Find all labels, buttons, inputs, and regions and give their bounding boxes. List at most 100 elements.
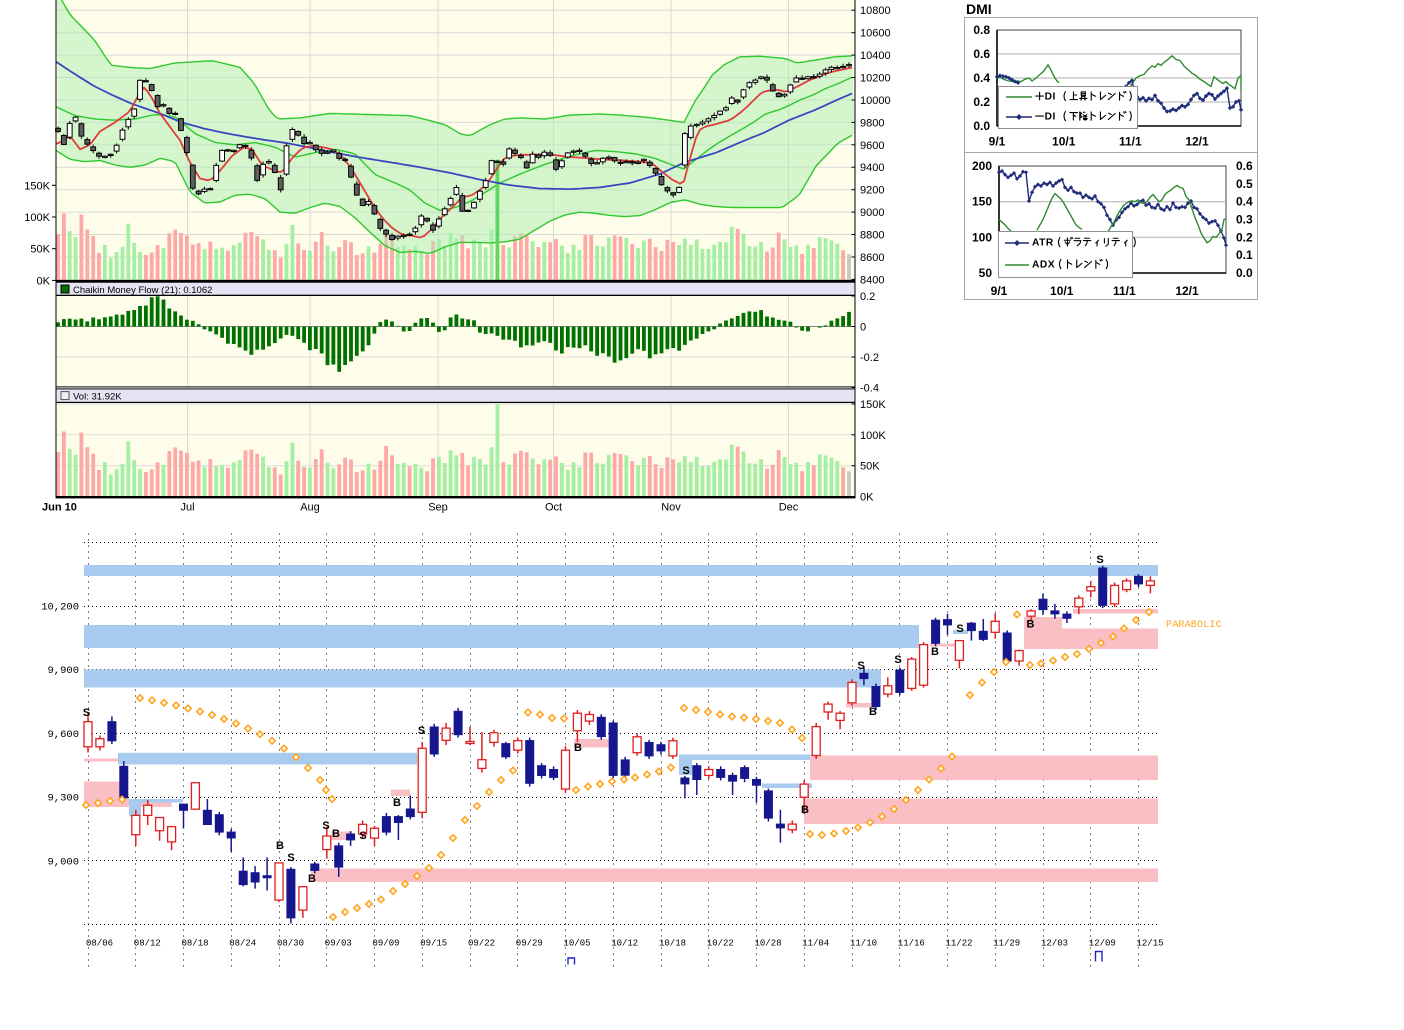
svg-text:10/22: 10/22 — [707, 939, 734, 949]
svg-text:9,300: 9,300 — [47, 793, 79, 805]
svg-text:Nov: Nov — [661, 502, 681, 514]
svg-text:10/18: 10/18 — [659, 939, 686, 949]
svg-text:11/22: 11/22 — [946, 939, 973, 949]
svg-text:10/28: 10/28 — [755, 939, 782, 949]
svg-text:0.5: 0.5 — [1236, 177, 1253, 191]
svg-text:ADX: ADX — [1032, 259, 1055, 270]
svg-text:10000: 10000 — [860, 95, 891, 107]
svg-text:09/03: 09/03 — [325, 939, 352, 949]
svg-text:PARABOLIC: PARABOLIC — [1166, 620, 1222, 631]
svg-text:10/05: 10/05 — [564, 939, 591, 949]
svg-text:0.2: 0.2 — [860, 291, 875, 303]
svg-text:Aug: Aug — [300, 502, 320, 514]
svg-text:50: 50 — [979, 266, 993, 280]
svg-text:0.4: 0.4 — [973, 71, 990, 85]
svg-text:9,900: 9,900 — [47, 665, 79, 677]
svg-text:10/1: 10/1 — [1052, 135, 1076, 149]
svg-text:B: B — [801, 804, 809, 816]
svg-text:10200: 10200 — [860, 73, 891, 85]
svg-text:11/1: 11/1 — [1113, 284, 1136, 298]
svg-text:0: 0 — [860, 322, 866, 334]
svg-text:150K: 150K — [860, 399, 886, 411]
svg-text:S: S — [287, 852, 294, 864]
svg-text:0.8: 0.8 — [973, 23, 990, 37]
svg-text:Jun 10: Jun 10 — [42, 502, 77, 514]
svg-text:S: S — [83, 707, 90, 719]
svg-text:10/1: 10/1 — [1050, 284, 1074, 298]
svg-text:0K: 0K — [37, 275, 51, 287]
svg-text:Oct: Oct — [545, 502, 562, 514]
svg-text:8800: 8800 — [860, 230, 884, 242]
svg-text:08/30: 08/30 — [277, 939, 304, 949]
svg-text:50K: 50K — [860, 461, 880, 473]
svg-text:S: S — [1096, 554, 1103, 566]
svg-text:B: B — [332, 828, 340, 840]
svg-text:10/12: 10/12 — [611, 939, 638, 949]
svg-text:DI: DI — [1045, 111, 1056, 122]
svg-text:B: B — [308, 873, 316, 885]
svg-text:11/10: 11/10 — [850, 939, 877, 949]
svg-text:9000: 9000 — [860, 207, 884, 219]
svg-text:-0.2: -0.2 — [860, 352, 879, 364]
svg-text:S: S — [857, 660, 864, 672]
svg-text:B: B — [1027, 619, 1035, 631]
svg-text:10800: 10800 — [860, 5, 891, 17]
svg-text:0.2: 0.2 — [1236, 230, 1253, 244]
svg-text:12/15: 12/15 — [1137, 939, 1164, 949]
svg-text:100K: 100K — [860, 430, 886, 442]
svg-text:08/24: 08/24 — [229, 939, 256, 949]
svg-text:09/22: 09/22 — [468, 939, 495, 949]
svg-text:100K: 100K — [24, 212, 50, 224]
svg-text:0.3: 0.3 — [1236, 213, 1253, 227]
svg-text:08/18: 08/18 — [182, 939, 209, 949]
svg-text:11/29: 11/29 — [993, 939, 1020, 949]
svg-text:ATR: ATR — [1032, 237, 1054, 248]
svg-text:B: B — [393, 797, 401, 809]
svg-text:11/1: 11/1 — [1119, 135, 1142, 149]
svg-text:Dec: Dec — [779, 502, 799, 514]
svg-text:08/12: 08/12 — [134, 939, 161, 949]
svg-text:09/29: 09/29 — [516, 939, 543, 949]
svg-text:S: S — [418, 725, 425, 737]
svg-text:8600: 8600 — [860, 252, 884, 264]
svg-text:S: S — [359, 830, 366, 842]
svg-text:12/03: 12/03 — [1041, 939, 1068, 949]
svg-text:9400: 9400 — [860, 162, 884, 174]
svg-text:S: S — [956, 623, 963, 635]
svg-text:09/09: 09/09 — [373, 939, 400, 949]
svg-text:0.1: 0.1 — [1236, 248, 1253, 262]
svg-text:150: 150 — [972, 195, 992, 209]
svg-text:-0.4: -0.4 — [860, 383, 879, 395]
svg-text:150K: 150K — [24, 180, 50, 192]
svg-text:0K: 0K — [860, 492, 874, 504]
svg-text:0.0: 0.0 — [973, 119, 990, 133]
svg-text:S: S — [322, 820, 329, 832]
svg-text:DMI: DMI — [966, 1, 992, 17]
svg-text:100: 100 — [972, 230, 992, 244]
svg-text:50K: 50K — [30, 244, 50, 256]
svg-text:9800: 9800 — [860, 117, 884, 129]
svg-text:12/1: 12/1 — [1175, 284, 1199, 298]
svg-text:12/1: 12/1 — [1185, 135, 1209, 149]
svg-text:DI: DI — [1045, 91, 1056, 102]
svg-text:0.2: 0.2 — [973, 95, 990, 109]
svg-text:B: B — [574, 742, 582, 754]
svg-text:0.6: 0.6 — [973, 47, 990, 61]
svg-text:9600: 9600 — [860, 140, 884, 152]
svg-text:0.6: 0.6 — [1236, 159, 1253, 173]
svg-text:S: S — [894, 654, 901, 666]
svg-text:200: 200 — [972, 159, 992, 173]
svg-text:9200: 9200 — [860, 185, 884, 197]
svg-text:Vol: 31.92K: Vol: 31.92K — [73, 392, 122, 403]
svg-text:11/04: 11/04 — [802, 939, 829, 949]
svg-text:9/1: 9/1 — [989, 135, 1006, 149]
svg-text:08/06: 08/06 — [86, 939, 113, 949]
svg-text:S: S — [682, 765, 689, 777]
svg-text:9/1: 9/1 — [991, 284, 1008, 298]
svg-text:09/15: 09/15 — [420, 939, 447, 949]
svg-text:B: B — [276, 840, 284, 852]
svg-text:Jul: Jul — [180, 502, 194, 514]
svg-text:10400: 10400 — [860, 50, 891, 62]
svg-text:0.0: 0.0 — [1236, 266, 1253, 280]
svg-text:9,600: 9,600 — [47, 729, 79, 741]
